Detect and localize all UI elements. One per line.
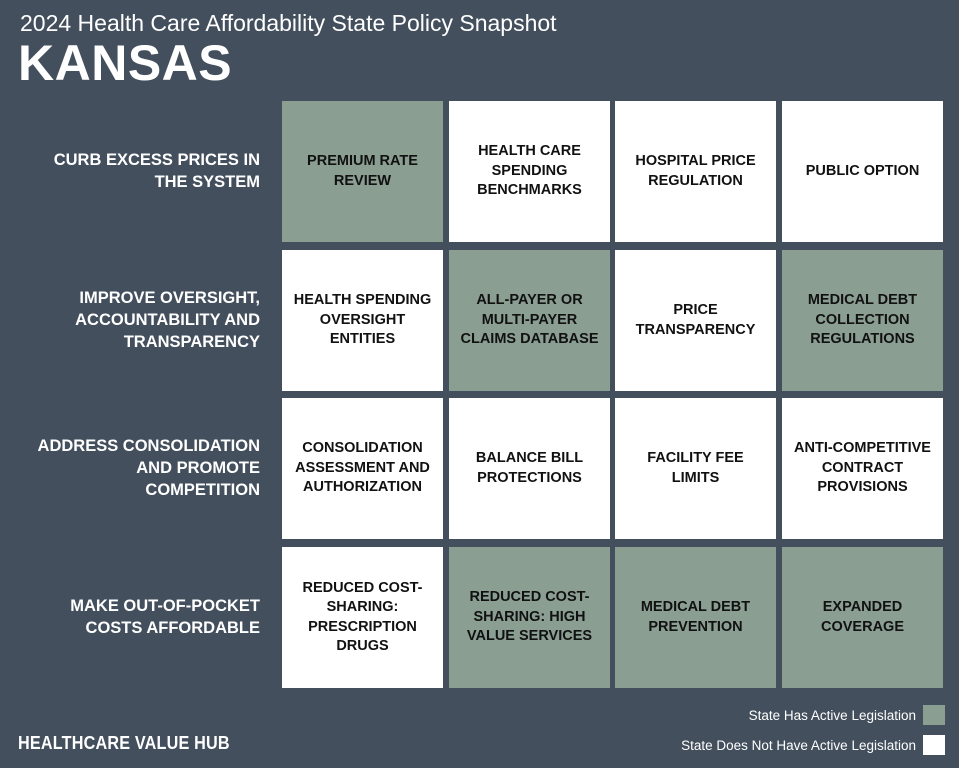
legend-inactive-label: State Does Not Have Active Legislation [681, 737, 916, 753]
policy-cell: PREMIUM RATE REVIEW [282, 101, 443, 242]
policy-cell: EXPANDED COVERAGE [782, 547, 943, 688]
row-label-3: ADDRESS CONSOLIDATION AND PROMOTE COMPET… [20, 398, 260, 538]
policy-cell-label: PREMIUM RATE REVIEW [307, 153, 418, 189]
healthcare-value-hub-logo: HEALTHCARE VALUE HUB [18, 733, 230, 753]
policy-cell: REDUCED COST-SHARING: PRESCRIPTION DRUGS [282, 547, 443, 688]
policy-cell: HEALTH SPENDING OVERSIGHT ENTITIES [282, 250, 443, 391]
policy-cell: PUBLIC OPTION [782, 101, 943, 242]
row-label-text: CURB EXCESS PRICES IN THE SYSTEM [53, 151, 260, 191]
policy-cell-label: REDUCED COST-SHARING: HIGH VALUE SERVICE… [466, 589, 593, 645]
policy-cell-label: PRICE TRANSPARENCY [635, 302, 756, 338]
legend-inactive-swatch [923, 735, 945, 755]
policy-cell-label: PUBLIC OPTION [805, 162, 920, 179]
policy-cell: MEDICAL DEBT COLLECTION REGULATIONS [782, 250, 943, 391]
policy-cell-label: HEALTH SPENDING OVERSIGHT ENTITIES [293, 292, 432, 348]
policy-cell-label: FACILITY FEE LIMITS [647, 450, 744, 486]
page-subtitle: 2024 Health Care Affordability State Pol… [20, 10, 557, 36]
policy-cell: MEDICAL DEBT PREVENTION [615, 547, 776, 688]
policy-cell-label: ALL-PAYER OR MULTI-PAYER CLAIMS DATABASE [460, 292, 599, 348]
policy-cell-label: MEDICAL DEBT COLLECTION REGULATIONS [807, 292, 918, 348]
policy-cell-label: HEALTH CARE SPENDING BENCHMARKS [477, 143, 582, 199]
policy-cell-label: BALANCE BILL PROTECTIONS [475, 450, 584, 486]
legend-active: State Has Active Legislation [749, 705, 945, 725]
policy-cell-label: CONSOLIDATION ASSESSMENT AND AUTHORIZATI… [295, 440, 430, 496]
policy-cell-label: MEDICAL DEBT PREVENTION [640, 599, 751, 635]
legend-active-swatch [923, 705, 945, 725]
policy-cell: HOSPITAL PRICE REGULATION [615, 101, 776, 242]
state-title: KANSAS [18, 35, 233, 91]
policy-cell-label: ANTI-COMPETITIVE CONTRACT PROVISIONS [794, 440, 931, 496]
row-label-1: CURB EXCESS PRICES IN THE SYSTEM [20, 101, 260, 241]
policy-cell: ALL-PAYER OR MULTI-PAYER CLAIMS DATABASE [449, 250, 610, 391]
policy-cell-label: EXPANDED COVERAGE [821, 599, 904, 635]
policy-cell: HEALTH CARE SPENDING BENCHMARKS [449, 101, 610, 242]
policy-cell-label: REDUCED COST-SHARING: PRESCRIPTION DRUGS [302, 579, 423, 655]
row-label-text: MAKE OUT-OF-POCKET COSTS AFFORDABLE [70, 597, 260, 637]
policy-cell: ANTI-COMPETITIVE CONTRACT PROVISIONS [782, 398, 943, 539]
row-label-text: IMPROVE OVERSIGHT, ACCOUNTABILITY AND TR… [75, 289, 260, 351]
legend-inactive: State Does Not Have Active Legislation [681, 735, 945, 755]
row-label-4: MAKE OUT-OF-POCKET COSTS AFFORDABLE [20, 547, 260, 687]
policy-cell: REDUCED COST-SHARING: HIGH VALUE SERVICE… [449, 547, 610, 688]
policy-cell-label: HOSPITAL PRICE REGULATION [635, 153, 756, 189]
policy-cell: CONSOLIDATION ASSESSMENT AND AUTHORIZATI… [282, 398, 443, 539]
row-label-text: ADDRESS CONSOLIDATION AND PROMOTE COMPET… [37, 437, 260, 499]
legend-active-label: State Has Active Legislation [748, 707, 916, 723]
policy-cell: FACILITY FEE LIMITS [615, 398, 776, 539]
row-label-2: IMPROVE OVERSIGHT, ACCOUNTABILITY AND TR… [20, 250, 260, 390]
policy-cell: BALANCE BILL PROTECTIONS [449, 398, 610, 539]
policy-cell: PRICE TRANSPARENCY [615, 250, 776, 391]
